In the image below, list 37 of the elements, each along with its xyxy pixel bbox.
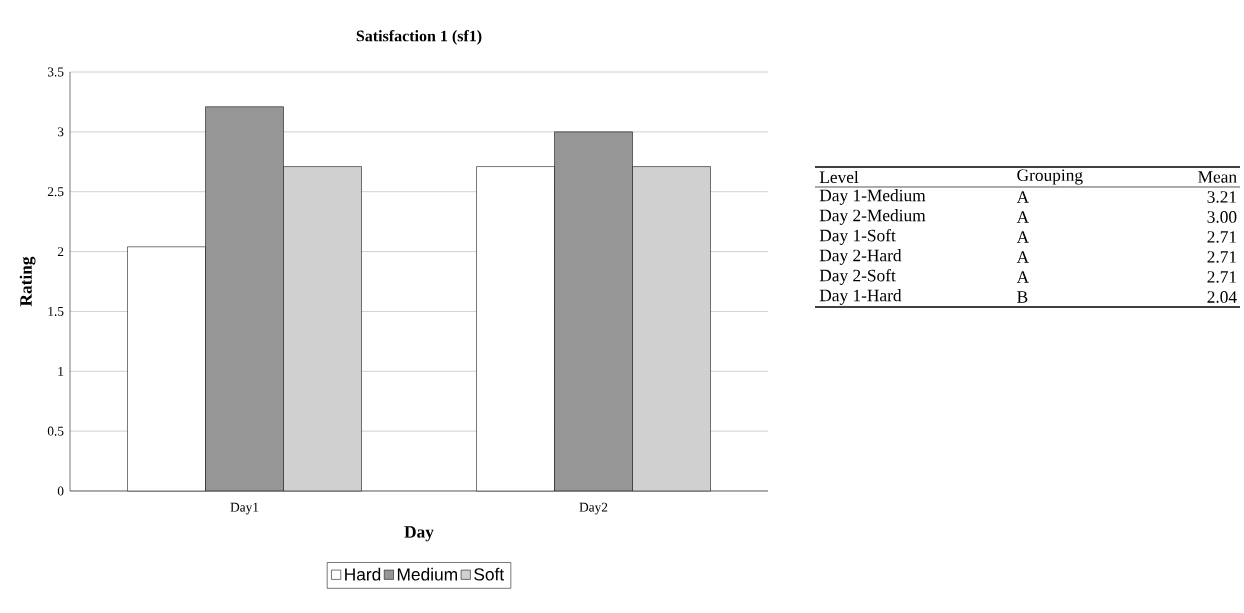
x-tick-label: Day1 [230,502,259,515]
text: A [1016,231,1030,243]
text: 2.71 [1207,231,1237,243]
y-tick-label: 1 [58,366,64,376]
text: A [1016,271,1030,283]
text: Day 1-Medium [819,189,926,205]
y-tick-label: 3.5 [47,67,64,77]
text: A [1016,211,1030,223]
text: 2.71 [1207,251,1237,263]
text: Grouping [1017,169,1083,185]
text: Day 2-Medium [819,209,926,225]
text: Day 2-Soft [819,269,896,285]
legend-label: Soft [474,567,505,581]
y-tick-label: 1.5 [48,306,64,316]
text: 3.21 [1207,191,1237,203]
y-tick-label: 2 [57,247,64,256]
legend-label: Hard [345,567,381,581]
x-axis-title: Day [404,526,434,542]
y-tick-label: 2.5 [47,187,64,197]
text: Level [819,170,859,184]
y-tick-label: 0.5 [47,426,64,436]
text: Day 2-Hard [819,249,902,265]
text: A [1016,251,1030,263]
y-tick-label: 3 [57,127,64,137]
legend-label: Medium [397,567,457,581]
text: A [1016,191,1030,203]
chart-title: Satisfaction 1 (sf1) [356,29,482,45]
text: 2.04 [1207,291,1237,303]
text: Mean [1198,171,1237,183]
text: B [1017,291,1028,303]
x-tick-label: Day2 [579,502,608,515]
text: Day 1-Soft [819,229,896,245]
text: 2.71 [1207,271,1237,283]
text: 3.00 [1207,211,1237,223]
text: Day 1-Hard [819,289,902,305]
y-axis-title: Rating [19,256,36,307]
y-tick-label: 0 [57,486,64,496]
